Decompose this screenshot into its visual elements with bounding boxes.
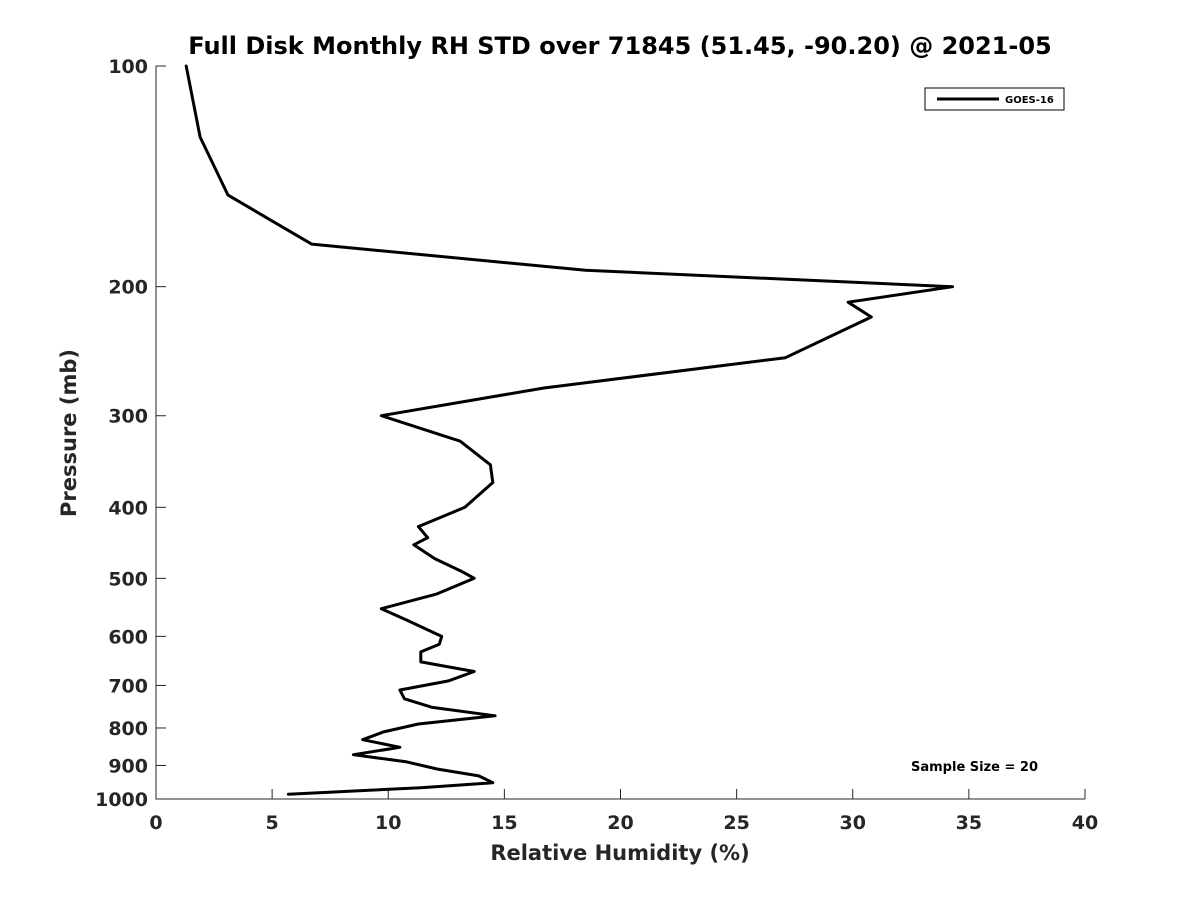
x-tick-label: 0 bbox=[149, 812, 162, 834]
y-tick-label: 1000 bbox=[95, 789, 148, 811]
y-tick-label: 500 bbox=[108, 568, 148, 590]
y-tick-label: 800 bbox=[108, 718, 148, 740]
x-tick-label: 30 bbox=[840, 812, 866, 834]
x-tick-label: 25 bbox=[723, 812, 749, 834]
sample-size-annotation: Sample Size = 20 bbox=[911, 760, 1038, 775]
x-axis-ticks: 0 5 10 15 20 25 30 35 40 bbox=[149, 789, 1098, 834]
y-tick-label: 400 bbox=[108, 497, 148, 519]
series-line-goes-16 bbox=[184, 64, 955, 796]
x-tick-label: 35 bbox=[956, 812, 982, 834]
y-tick-label: 600 bbox=[108, 626, 148, 648]
y-tick-label: 900 bbox=[108, 755, 148, 777]
y-tick-label: 300 bbox=[108, 406, 148, 428]
y-tick-label: 700 bbox=[108, 675, 148, 697]
x-tick-label: 5 bbox=[266, 812, 279, 834]
axes-frame bbox=[155, 66, 1085, 800]
x-axis-label: Relative Humidity (%) bbox=[490, 841, 749, 865]
chart-title: Full Disk Monthly RH STD over 71845 (51.… bbox=[188, 32, 1051, 60]
x-tick-label: 20 bbox=[607, 812, 633, 834]
y-axis-label: Pressure (mb) bbox=[57, 349, 81, 517]
y-axis-ticks: 100 200 300 400 500 600 700 800 900 1000 bbox=[95, 56, 166, 811]
legend-entry-goes-16: GOES-16 bbox=[1005, 95, 1054, 106]
x-tick-label: 40 bbox=[1072, 812, 1098, 834]
legend: GOES-16 bbox=[924, 87, 1065, 111]
y-tick-label: 200 bbox=[108, 277, 148, 299]
x-tick-label: 10 bbox=[375, 812, 401, 834]
x-tick-label: 15 bbox=[491, 812, 517, 834]
y-tick-label: 100 bbox=[108, 56, 148, 78]
